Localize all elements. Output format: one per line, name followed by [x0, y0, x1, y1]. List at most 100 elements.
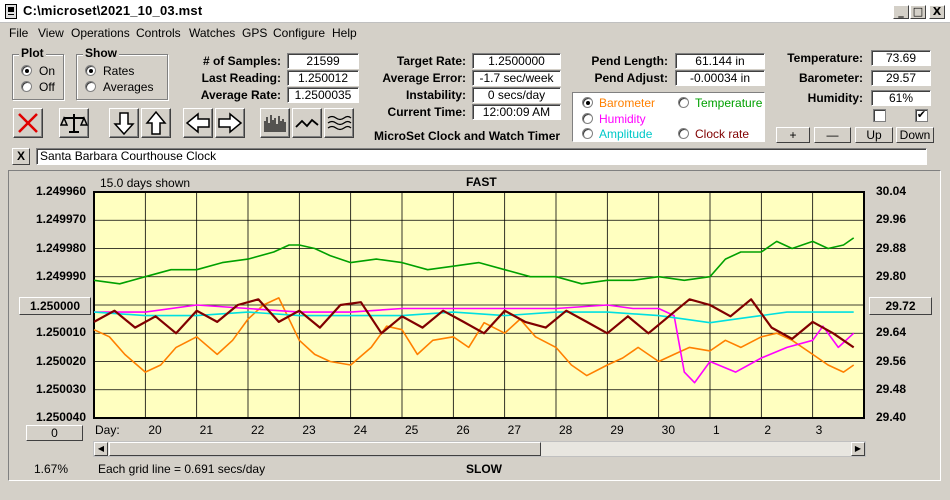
- pend-length-value: 61.144 in: [675, 53, 765, 69]
- minus-button[interactable]: —: [814, 127, 851, 143]
- target-rate-value: 1.2500000: [472, 53, 561, 69]
- left-axis-center-button[interactable]: 1.250000: [19, 297, 91, 315]
- current-time-value: 12:00:09 AM: [472, 104, 561, 120]
- legend-temperature-label: Temperature: [695, 96, 763, 110]
- show-averages-label: Averages: [103, 80, 154, 94]
- balance-scale-icon: [60, 114, 88, 133]
- up-button[interactable]: Up: [855, 127, 893, 143]
- menu-configure[interactable]: Configure: [273, 26, 326, 40]
- clear-watch-button[interactable]: X: [12, 148, 30, 165]
- menu-controls[interactable]: Controls: [136, 26, 181, 40]
- average-error-value: -1.7 sec/week: [472, 70, 561, 86]
- current-time-label: Current Time:: [387, 105, 466, 119]
- x-tick-label: 20: [148, 423, 162, 437]
- menu-watches[interactable]: Watches: [189, 26, 236, 40]
- show-group: [76, 54, 168, 100]
- left-tick-label: 1.249970: [35, 212, 86, 227]
- arrow-up-button[interactable]: [141, 108, 171, 138]
- app-subtitle: MicroSet Clock and Watch Timer: [374, 129, 561, 143]
- checkbox-1[interactable]: [873, 109, 886, 122]
- left-tick-label: 1.250020: [35, 353, 86, 368]
- legend-amplitude-radio[interactable]: [582, 128, 593, 139]
- right-axis-center-button[interactable]: 29.72: [869, 297, 932, 315]
- legend-barometer-radio[interactable]: [582, 97, 593, 108]
- barometer-label: Barometer:: [798, 71, 863, 85]
- right-tick-label: 29.56: [876, 353, 907, 368]
- menu-file[interactable]: File: [9, 26, 29, 40]
- x-tick-label: 29: [610, 423, 624, 437]
- left-tick-label: 1.250010: [35, 325, 86, 340]
- scroll-left-arrow[interactable]: ◀: [94, 442, 108, 456]
- bar-view-button[interactable]: [260, 108, 290, 138]
- x-tick-label: 23: [302, 423, 316, 437]
- plot-group-label: Plot: [19, 46, 46, 60]
- arrow-right-button[interactable]: [215, 108, 245, 138]
- series-humidity: [94, 304, 855, 384]
- right-tick-label: 30.04: [876, 184, 907, 198]
- x-tick-label: 24: [353, 423, 368, 437]
- x-tick-label: 27: [507, 423, 522, 437]
- legend-temperature-radio[interactable]: [678, 97, 689, 108]
- window-title: C:\microset\2021_10_03.mst: [23, 3, 203, 18]
- humidity-label: Humidity:: [807, 91, 863, 105]
- arrow-down-button[interactable]: [109, 108, 139, 138]
- average-rate-value: 1.2500035: [287, 87, 359, 103]
- menu-operations[interactable]: Operations: [71, 26, 130, 40]
- arrow-down-icon: [113, 112, 135, 136]
- temperature-label: Temperature:: [787, 51, 863, 65]
- arrow-left-icon: [185, 112, 210, 134]
- scroll-right-arrow[interactable]: ▶: [851, 442, 865, 456]
- legend-clock-rate-label: Clock rate: [695, 127, 750, 141]
- plot-on-radio[interactable]: [21, 65, 32, 76]
- show-rates-radio[interactable]: [85, 65, 96, 76]
- show-averages-radio[interactable]: [85, 81, 96, 92]
- title-bar: C:\microset\2021_10_03.mst _ □ X: [0, 0, 950, 23]
- left-tick-label: 1.249980: [35, 240, 86, 255]
- average-error-label: Average Error:: [382, 71, 466, 85]
- bar-graph-icon: [264, 115, 286, 132]
- right-tick-label: 29.80: [876, 268, 907, 283]
- horizontal-scrollbar[interactable]: ◀ ▶: [93, 441, 866, 457]
- balance-button[interactable]: [59, 108, 89, 138]
- legend-humidity-radio[interactable]: [582, 113, 593, 124]
- right-tick-label: 29.48: [876, 381, 907, 396]
- maximize-button[interactable]: □: [910, 5, 926, 19]
- legend-box: [572, 92, 765, 142]
- line-view-button[interactable]: [292, 108, 322, 138]
- right-tick-label: 29.96: [876, 212, 907, 227]
- x-tick-label: 3: [815, 423, 823, 437]
- app-icon[interactable]: [5, 4, 17, 19]
- arrow-left-button[interactable]: [183, 108, 213, 138]
- x-tick-label: 30: [661, 423, 676, 437]
- menu-gps[interactable]: GPS: [242, 26, 268, 40]
- zoom-percent: 1.67%: [34, 462, 69, 476]
- pend-length-label: Pend Length:: [591, 54, 668, 68]
- x-tick-label: 21: [199, 423, 214, 437]
- watch-name-field[interactable]: Santa Barbara Courthouse Clock: [36, 148, 927, 165]
- x-tick-label: 1: [713, 423, 720, 437]
- arrow-right-icon: [218, 112, 243, 134]
- wave-view-button[interactable]: [324, 108, 354, 138]
- humidity-value: 61%: [871, 90, 931, 106]
- pend-adjust-label: Pend Adjust:: [594, 71, 668, 85]
- legend-clock-rate-radio[interactable]: [678, 128, 689, 139]
- close-button[interactable]: X: [929, 5, 945, 19]
- left-axis-zero-button[interactable]: 0: [26, 425, 83, 441]
- menu-help[interactable]: Help: [332, 26, 357, 40]
- series-clock-rate: [93, 298, 855, 349]
- temperature-value: 73.69: [871, 50, 931, 66]
- down-button[interactable]: Down: [896, 127, 934, 143]
- samples-label: # of Samples:: [202, 54, 281, 68]
- scroll-thumb[interactable]: [109, 442, 541, 456]
- x-tick-label: 2: [764, 423, 772, 437]
- plus-button[interactable]: +: [776, 127, 810, 143]
- line-graph-icon: [295, 118, 319, 128]
- stop-button[interactable]: [13, 108, 43, 138]
- checkbox-2[interactable]: ✔: [915, 109, 928, 122]
- plot-off-radio[interactable]: [21, 81, 32, 92]
- x-tick-label: 28: [559, 423, 573, 437]
- right-tick-label: 29.40: [876, 410, 907, 424]
- menu-view[interactable]: View: [38, 26, 64, 40]
- instability-value: 0 secs/day: [472, 87, 561, 103]
- minimize-button[interactable]: _: [893, 5, 909, 19]
